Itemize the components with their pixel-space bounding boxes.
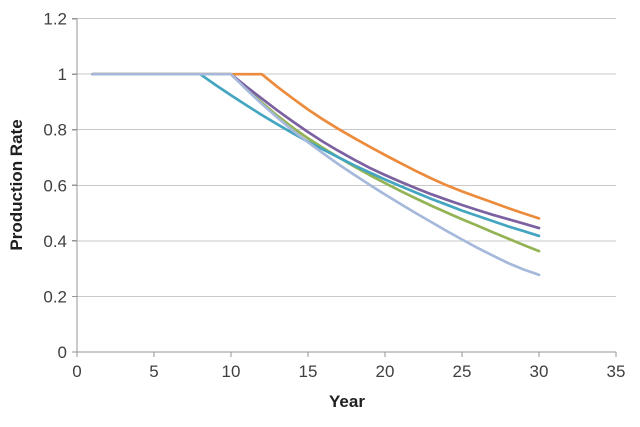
y-tick-label: 0.2 (43, 287, 67, 306)
y-tick-label: 0.8 (43, 121, 67, 140)
gridlines-group (77, 18, 616, 297)
x-tick-label: 10 (222, 362, 241, 381)
x-tick-label: 5 (149, 362, 158, 381)
y-tick-label: 0 (58, 343, 67, 362)
axes-group (72, 17, 617, 357)
x-axis-title: Year (329, 392, 365, 411)
series-line-orange-curve (91, 72, 541, 220)
y-tick-label: 0.6 (43, 176, 67, 195)
series-line-lightblue-curve (91, 72, 541, 277)
series-line-green-curve (91, 72, 541, 253)
tick-labels-group: 0 0.2 0.4 0.6 0.8 1 1.2 0 5 10 15 20 25 30 35 (43, 10, 625, 381)
x-tick-label: 25 (453, 362, 472, 381)
x-tick-label: 30 (530, 362, 549, 381)
series-line-teal-curve (91, 72, 541, 238)
x-tick-label: 0 (72, 362, 81, 381)
series-group (91, 72, 541, 277)
series-line-purple-curve (91, 72, 541, 230)
y-axis-title: Production Rate (7, 119, 26, 250)
x-tick-label: 20 (376, 362, 395, 381)
y-tick-label: 1.2 (43, 10, 67, 29)
y-tick-label: 1 (58, 65, 67, 84)
x-tick-label: 35 (607, 362, 626, 381)
y-tick-label: 0.4 (43, 232, 67, 251)
x-tick-label: 15 (299, 362, 318, 381)
